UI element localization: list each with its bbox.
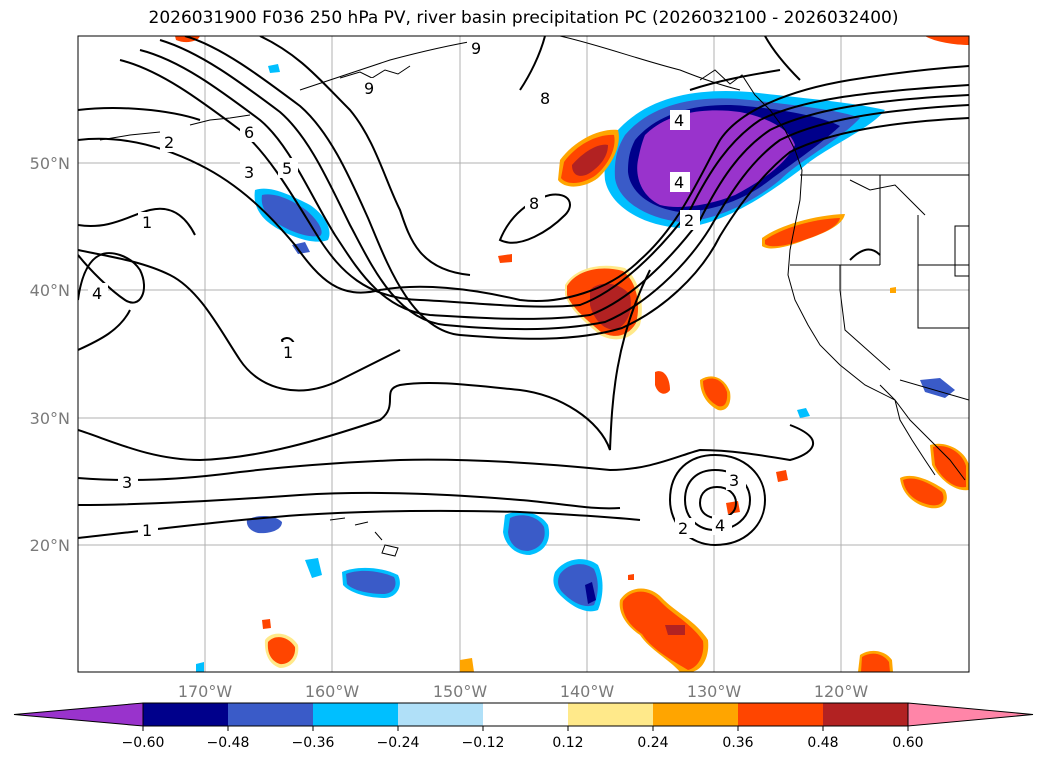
pv-contour-label: 8 (529, 194, 539, 213)
lon-tick-label: 140°W (560, 682, 615, 701)
colorbar-segment (313, 703, 398, 726)
pv-contour-label: 2 (678, 519, 688, 538)
colorbar: −0.60 −0.48 −0.36 −0.24 −0.12 0.12 0.24 0.36 0.4… (13, 702, 1034, 751)
lat-tick-label: 50°N (30, 154, 70, 173)
pv-contour-label: 3 (729, 471, 739, 490)
pv-contour-label: 4 (92, 284, 102, 303)
precip-positive-anomaly (175, 36, 969, 672)
pv-contour-label: 3 (244, 163, 254, 182)
colorbar-segment (398, 703, 483, 726)
pv-contour-label: 6 (244, 123, 254, 142)
graticule (78, 36, 969, 672)
pv-contour-label: 9 (364, 79, 374, 98)
lon-tick-labels: 170°W 160°W 150°W 140°W 130°W 120°W (178, 682, 869, 701)
colorbar-segment (653, 703, 738, 726)
colorbar-extend-low (13, 702, 144, 727)
colorbar-tick-label: −0.12 (462, 735, 505, 751)
pv-contour-label: 3 (122, 473, 132, 492)
pv-contour-label: 1 (283, 343, 293, 362)
colorbar-segment (823, 703, 908, 726)
pv-contour-label: 8 (540, 89, 550, 108)
lat-tick-label: 30°N (30, 409, 70, 428)
pv-contour-label: 1 (142, 521, 152, 540)
colorbar-tick-label: 0.12 (552, 735, 583, 751)
colorbar-segment (483, 703, 568, 726)
colorbar-segment (228, 703, 313, 726)
colorbar-tick-label: −0.24 (377, 735, 420, 751)
colorbar-tick-label: −0.36 (292, 735, 335, 751)
lat-tick-labels: 50°N 40°N 30°N 20°N (30, 154, 70, 555)
pv-contour-label: 1 (142, 213, 152, 232)
colorbar-tick-label: −0.60 (122, 735, 165, 751)
colorbar-tick-label: 0.48 (807, 735, 838, 751)
pv-contours (78, 36, 969, 547)
lat-tick-label: 40°N (30, 281, 70, 300)
pv-contour-label: 2 (684, 211, 694, 230)
pv-contour-label: 5 (282, 159, 292, 178)
pv-contour-label: 4 (674, 173, 684, 192)
colorbar-extend-high (907, 702, 1034, 727)
map-frame (77, 35, 970, 673)
lat-tick-label: 20°N (30, 536, 70, 555)
coastlines (99, 36, 969, 557)
colorbar-tick-label: 0.36 (722, 735, 753, 751)
colorbar-tick-label: 0.60 (892, 735, 923, 751)
pv-contour-label: 9 (471, 39, 481, 58)
lon-tick-label: 120°W (814, 682, 869, 701)
colorbar-tick-label: 0.24 (637, 735, 668, 751)
colorbar-segment (568, 703, 653, 726)
colorbar-outline (142, 702, 909, 727)
lon-tick-label: 170°W (178, 682, 233, 701)
pv-contour-label: 4 (715, 516, 725, 535)
pv-contour-label: 4 (674, 111, 684, 130)
lon-tick-label: 150°W (433, 682, 488, 701)
lon-tick-label: 160°W (305, 682, 360, 701)
colorbar-segment (738, 703, 823, 726)
lon-tick-label: 130°W (687, 682, 742, 701)
colorbar-segment (143, 703, 228, 726)
map-title: 2026031900 F036 250 hPa PV, river basin … (148, 8, 899, 28)
pv-contour-label: 2 (164, 133, 174, 152)
pv-contour-label-group: 9 9 8 8 6 5 3 2 1 4 1 3 1 4 (88, 38, 746, 540)
colorbar-tick-label: −0.48 (207, 735, 250, 751)
